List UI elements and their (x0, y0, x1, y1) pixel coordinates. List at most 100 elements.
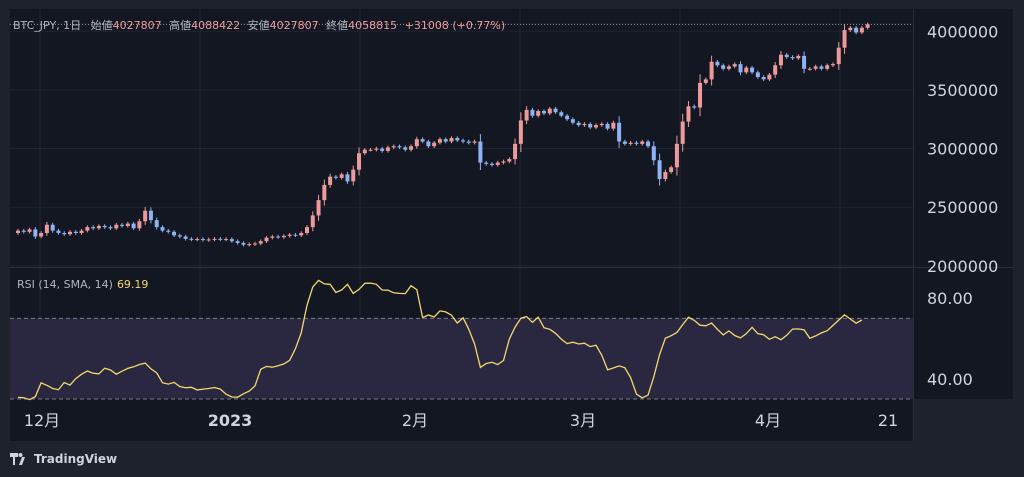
candle (380, 146, 385, 153)
candle (125, 221, 130, 228)
candle (426, 139, 431, 148)
change-value: +31008 (+0.77%) (404, 19, 506, 32)
candle-body (680, 121, 685, 144)
time-axis-label: 4月 (755, 411, 781, 430)
candle (807, 67, 812, 71)
candle (813, 64, 818, 71)
candle-body (403, 147, 408, 150)
candle-body (484, 162, 489, 164)
price-axis-pane[interactable] (913, 9, 1013, 399)
candle (559, 110, 564, 118)
candle (530, 107, 535, 118)
candle (836, 41, 841, 70)
candle (449, 136, 454, 144)
price-pane[interactable] (10, 9, 913, 267)
candle-body (617, 122, 622, 142)
candle-body (461, 140, 466, 142)
candle (692, 104, 697, 110)
candle (588, 122, 593, 130)
candle (391, 144, 396, 150)
candle-body (767, 74, 772, 80)
candle-body (252, 243, 257, 245)
candle (646, 139, 651, 148)
candle-body (224, 239, 229, 241)
candle-body (559, 112, 564, 116)
candle (218, 237, 223, 242)
candle-body (692, 106, 697, 108)
time-axis-pane[interactable] (10, 399, 913, 441)
candle (432, 140, 437, 148)
candle (547, 106, 552, 116)
candle-body (177, 235, 182, 237)
price-legend: BTC_JPY, 1日 始値4027807 高値4088422 安値402780… (13, 17, 505, 33)
candle (443, 137, 448, 144)
candle (27, 227, 32, 234)
candle-body (328, 176, 333, 185)
candle (68, 230, 73, 236)
candle (790, 55, 795, 61)
candle-body (345, 174, 350, 182)
candle (859, 26, 864, 35)
candle-body (715, 61, 720, 66)
price-axis-label: 3000000 (927, 140, 998, 159)
candle (663, 169, 668, 182)
price-axis-label: 2000000 (927, 257, 998, 276)
candle (651, 141, 656, 166)
candle-body (322, 184, 327, 201)
candle (744, 65, 749, 75)
tradingview-name: TradingView (34, 452, 118, 466)
candle-body (189, 238, 194, 240)
candle (599, 122, 604, 127)
candle-body (148, 210, 153, 221)
candle-body (830, 64, 835, 66)
candle (524, 106, 529, 125)
candle-body (235, 241, 240, 243)
candle-body (131, 223, 136, 229)
candle (680, 113, 685, 152)
candle-body (172, 231, 177, 236)
rsi-band (10, 318, 913, 399)
candle (310, 211, 315, 232)
candle-body (455, 138, 460, 141)
candle-body (79, 230, 84, 233)
candle (374, 146, 379, 152)
candle (299, 231, 304, 238)
candle (368, 147, 373, 152)
candle (455, 136, 460, 143)
candle-body (594, 125, 598, 128)
candle-body (726, 66, 731, 69)
candle-body (622, 141, 627, 144)
candle (172, 230, 177, 238)
candle-body (565, 115, 570, 120)
candle-body (472, 141, 477, 143)
candle (565, 113, 570, 121)
candle (397, 144, 402, 150)
candle (200, 237, 205, 242)
candle-body (807, 68, 812, 70)
candle-body (663, 172, 668, 180)
candle (628, 140, 633, 146)
candle (322, 179, 327, 206)
candle-body (657, 160, 662, 180)
candle (235, 239, 240, 245)
open-value: 4027807 (112, 19, 162, 32)
candle-body (125, 223, 130, 226)
candle-body (44, 224, 49, 233)
candle (39, 231, 44, 239)
candle (212, 237, 217, 242)
tradingview-logo[interactable]: TradingView (10, 452, 117, 466)
candle (287, 232, 292, 238)
candle (657, 153, 662, 186)
candle (85, 225, 90, 233)
candle (166, 228, 171, 234)
candle-body (784, 54, 789, 58)
candle (553, 106, 558, 114)
candle (461, 138, 466, 144)
candle-body (39, 232, 44, 237)
candle-body (293, 234, 298, 236)
candle-body (570, 119, 575, 123)
candle (183, 234, 188, 241)
candle-body (281, 235, 286, 238)
